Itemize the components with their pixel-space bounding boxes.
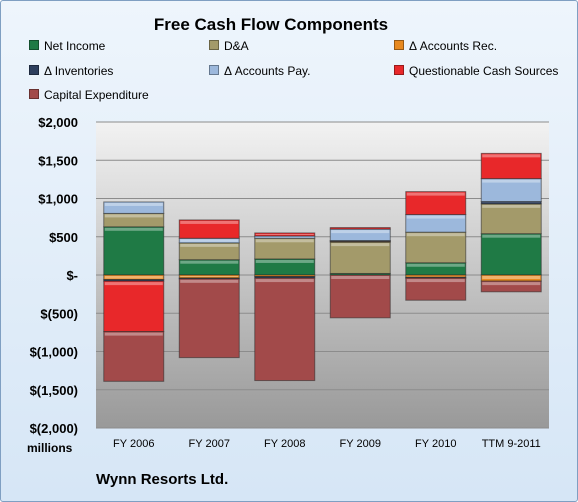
- legend-swatch-accounts-pay: [209, 65, 219, 75]
- x-tick-label: FY 2010: [415, 438, 456, 450]
- bar-segment-questionable: [480, 152, 542, 180]
- bar-segment-capex: [405, 277, 467, 301]
- bar-segment-highlight: [255, 279, 314, 283]
- legend-label-net-income: Net Income: [44, 39, 106, 53]
- legend-label-inventories: Δ Inventories: [44, 64, 114, 78]
- bar-segment-highlight: [482, 154, 541, 158]
- x-tick-label: TTM 9-2011: [482, 438, 541, 450]
- bar-segment-highlight: [482, 204, 541, 208]
- bar-segment-da: [405, 231, 467, 264]
- bar-segment-highlight: [482, 179, 541, 183]
- y-tick-label: $500: [49, 230, 78, 245]
- legend-label-da: D&A: [224, 39, 249, 53]
- bar-segment-highlight: [104, 214, 163, 218]
- x-axis-ticks: FY 2006 FY 2007 FY 2008 FY 2009 FY 2010 TTM 9…: [113, 438, 541, 450]
- bar-segment-highlight: [104, 282, 163, 286]
- x-tick-label: FY 2008: [264, 438, 305, 450]
- bar-segment-highlight: [406, 263, 465, 267]
- legend-label-questionable: Questionable Cash Sources: [409, 64, 559, 78]
- bar-segment-highlight: [255, 239, 314, 243]
- legend-swatch-da: [209, 40, 219, 50]
- x-tick-label: FY 2009: [340, 438, 381, 450]
- bar-segment-highlight: [180, 276, 239, 278]
- bar-segment-questionable: [405, 191, 467, 216]
- bar-segment-capex: [103, 331, 165, 382]
- bar-segment-highlight: [406, 215, 465, 219]
- legend-item-capex: Capital Expenditure: [29, 88, 149, 102]
- bar-segment-highlight: [331, 243, 390, 247]
- y-tick-label: $(1,000): [30, 345, 78, 360]
- x-tick-label: FY 2007: [189, 438, 230, 450]
- bar-segment-capex: [254, 277, 316, 382]
- legend-item-inventories: Δ Inventories: [29, 64, 113, 78]
- bar-segment-questionable: [103, 280, 165, 333]
- legend-swatch-net-income: [29, 40, 39, 50]
- bars: [103, 152, 542, 382]
- bar-segment-highlight: [180, 220, 239, 224]
- bar-segment-net-income: [103, 226, 165, 276]
- bar-segment-capex: [178, 278, 240, 359]
- legend-swatch-questionable: [394, 65, 404, 75]
- bar-segment-capex: [480, 280, 542, 293]
- legend-item-da: D&A: [209, 39, 249, 53]
- bar-segment-highlight: [331, 230, 390, 234]
- chart-title: Free Cash Flow Components: [153, 15, 389, 34]
- units-label: millions: [27, 441, 73, 455]
- bar-segment-highlight: [482, 276, 541, 279]
- bar-segment-highlight: [104, 332, 163, 336]
- legend-item-net-income: Net Income: [29, 39, 105, 53]
- bar-segment-da: [480, 203, 542, 235]
- y-tick-label: $1,000: [38, 192, 78, 207]
- bar-segment-net-income: [480, 233, 542, 276]
- bar-segment-highlight: [104, 276, 163, 279]
- y-axis-ticks: $2,000 $1,500 $1,000 $500 $- $(500) $(1,000) $(…: [30, 115, 78, 436]
- legend-swatch-capex: [29, 89, 39, 99]
- bar-segment-highlight: [180, 243, 239, 247]
- legend-label-accounts-pay: Δ Accounts Pay.: [224, 64, 311, 78]
- legend-label-capex: Capital Expenditure: [44, 88, 149, 102]
- company-name: Wynn Resorts Ltd.: [96, 471, 229, 488]
- legend-label-accounts-rec: Δ Accounts Rec.: [409, 39, 498, 53]
- bar-segment-highlight: [255, 233, 314, 235]
- bar-segment-highlight: [406, 233, 465, 237]
- bar-segment-questionable: [329, 227, 391, 230]
- bar-segment-capex: [329, 274, 391, 319]
- bar-segment-questionable: [178, 219, 240, 239]
- y-tick-label: $-: [66, 268, 78, 283]
- bar-segment-da: [329, 241, 391, 274]
- bar-segment-highlight: [180, 279, 239, 283]
- bar-segment-highlight: [406, 279, 465, 283]
- x-tick-label: FY 2006: [113, 438, 154, 450]
- legend-swatch-inventories: [29, 65, 39, 75]
- y-tick-label: $1,500: [38, 153, 78, 168]
- y-tick-label: $(1,500): [30, 383, 78, 398]
- legend-swatch-accounts-rec: [394, 40, 404, 50]
- legend-item-accounts-rec: Δ Accounts Rec.: [394, 39, 497, 53]
- bar-segment-questionable: [254, 232, 316, 237]
- bar-segment-highlight: [331, 276, 390, 279]
- bar-segment-highlight: [104, 227, 163, 231]
- bar-segment-highlight: [406, 192, 465, 196]
- bar-segment-highlight: [104, 202, 163, 206]
- bar-segment-highlight: [180, 260, 239, 264]
- gridlines: [96, 121, 549, 429]
- legend-item-accounts-pay: Δ Accounts Pay.: [209, 64, 311, 78]
- bar-segment-highlight: [482, 282, 541, 286]
- bar-segment-highlight: [180, 239, 239, 242]
- y-tick-label: $2,000: [38, 115, 78, 130]
- y-tick-label: $(500): [40, 306, 78, 321]
- bar-segment-highlight: [482, 234, 541, 238]
- y-tick-label: $(2,000): [30, 421, 78, 436]
- legend-item-questionable: Questionable Cash Sources: [394, 64, 558, 78]
- bar-segment-highlight: [255, 259, 314, 263]
- bar-segment-accounts-pay: [103, 201, 165, 214]
